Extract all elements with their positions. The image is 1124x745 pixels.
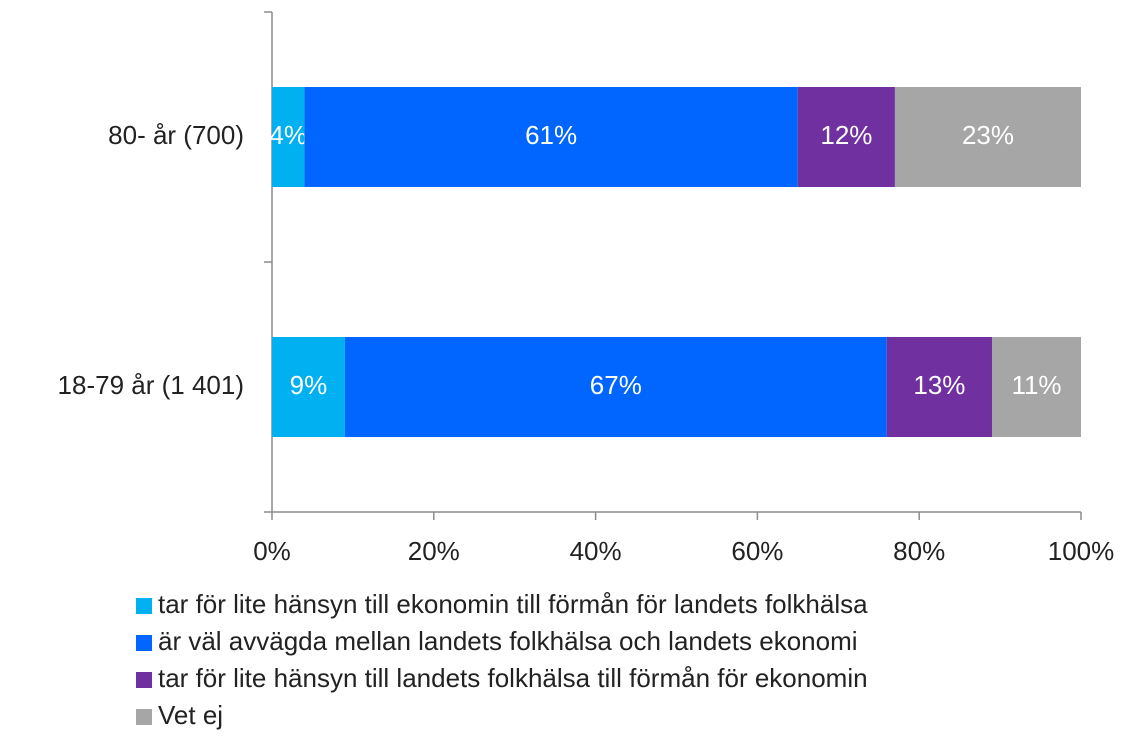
bar-segment bbox=[272, 87, 305, 187]
x-tick-label: 20% bbox=[408, 536, 460, 566]
x-tick-label: 60% bbox=[731, 536, 783, 566]
value-label: 23% bbox=[962, 120, 1014, 150]
value-label: 61% bbox=[525, 120, 577, 150]
value-label: 67% bbox=[590, 370, 642, 400]
x-tick-label: 100% bbox=[1048, 536, 1115, 566]
bar-segment bbox=[886, 337, 993, 437]
legend-label: är väl avvägda mellan landets folkhälsa … bbox=[158, 626, 858, 656]
bar-segment bbox=[992, 337, 1081, 437]
x-tick-label: 0% bbox=[253, 536, 291, 566]
x-tick-label: 40% bbox=[570, 536, 622, 566]
value-label: 13% bbox=[913, 370, 965, 400]
value-label: 9% bbox=[290, 370, 328, 400]
value-label: 11% bbox=[1011, 370, 1061, 400]
value-label: 4% bbox=[269, 120, 307, 150]
legend-swatch bbox=[136, 635, 152, 651]
bar-segment bbox=[344, 337, 887, 437]
bar-segment bbox=[894, 87, 1081, 187]
x-tick-label: 80% bbox=[893, 536, 945, 566]
value-label: 12% bbox=[820, 120, 872, 150]
legend-swatch bbox=[136, 672, 152, 688]
bar-segment bbox=[304, 87, 798, 187]
legend-label: tar för lite hänsyn till ekonomin till f… bbox=[158, 589, 868, 619]
category-label: 80- år (700) bbox=[108, 120, 244, 150]
legend-label: Vet ej bbox=[158, 700, 223, 730]
bar-segment bbox=[797, 87, 895, 187]
category-label: 18-79 år (1 401) bbox=[58, 370, 244, 400]
bar-segment bbox=[272, 337, 345, 437]
legend-swatch bbox=[136, 709, 152, 725]
legend-swatch bbox=[136, 598, 152, 614]
legend-label: tar för lite hänsyn till landets folkhäl… bbox=[158, 663, 868, 693]
